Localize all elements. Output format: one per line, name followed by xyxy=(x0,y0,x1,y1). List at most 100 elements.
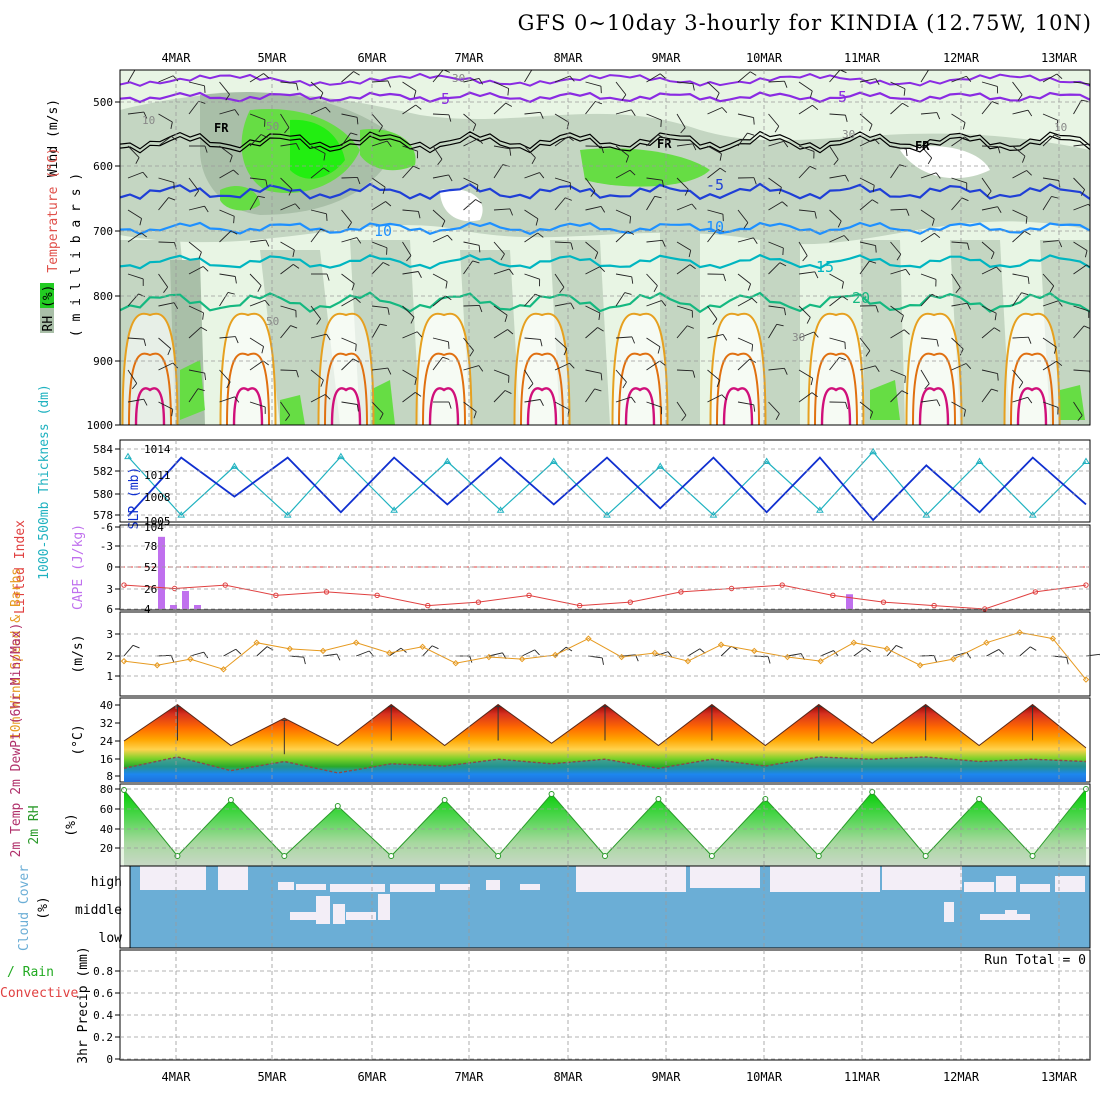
wind10m-point xyxy=(452,659,459,667)
wind-barb xyxy=(798,145,815,159)
contour-t10 xyxy=(120,221,1090,236)
surface-wind-barb xyxy=(1085,653,1100,657)
dewpoint-area xyxy=(124,756,1086,782)
slp-tick: 1014 xyxy=(144,443,171,456)
thickness-tick: 578 xyxy=(93,509,113,522)
contour-label-t10a: 10 xyxy=(374,222,392,240)
surface-wind-barb xyxy=(190,651,209,659)
date-label-bottom: 5MAR xyxy=(258,1070,288,1084)
cape-tick: 52 xyxy=(144,561,157,574)
wind-barb xyxy=(554,273,565,294)
lifted-index-point xyxy=(880,599,887,605)
wind-barb xyxy=(890,369,906,384)
rh2m-fill xyxy=(124,789,1086,866)
temp2m-line xyxy=(123,703,1087,749)
wind-barb xyxy=(646,73,666,83)
wind-barb xyxy=(676,203,697,211)
wind-barb xyxy=(341,209,352,229)
wind10m-point xyxy=(386,649,393,657)
wind-barb xyxy=(371,113,383,133)
wind-barb xyxy=(707,81,720,100)
wind10m-point xyxy=(419,643,426,651)
cape-tick: 78 xyxy=(144,540,157,553)
wind-barb xyxy=(493,81,510,96)
day-gridlines xyxy=(175,70,1060,1060)
warm-contour xyxy=(716,352,760,425)
wind-barb xyxy=(859,305,879,313)
rh-shading xyxy=(120,92,1090,425)
wind-barb xyxy=(188,241,202,259)
wind-barb xyxy=(249,299,270,307)
cloud-gap xyxy=(770,866,880,892)
thickness-tick: 584 xyxy=(93,443,113,456)
wind-barb xyxy=(310,394,331,403)
wind-barb xyxy=(341,176,361,185)
temp2m-tick: 40 xyxy=(100,699,113,712)
wind-barb xyxy=(859,401,874,419)
lifted-index-line xyxy=(121,582,1089,612)
wind-barb xyxy=(859,78,880,85)
wind-barb xyxy=(920,337,939,347)
wind-barb xyxy=(280,305,297,318)
wind-barb xyxy=(463,337,474,357)
cape-bar xyxy=(182,590,189,609)
wind-barb xyxy=(219,291,235,307)
contour-freezing-2 xyxy=(120,134,1090,154)
wind10m-point xyxy=(187,655,194,663)
wind-barb xyxy=(219,273,237,284)
ylabel-pressure: ( m i l l i b a r s ) xyxy=(69,173,84,337)
wind-barb xyxy=(463,77,484,85)
wind-barb xyxy=(859,241,877,253)
warm-contour xyxy=(232,387,264,425)
wind-barb xyxy=(249,360,269,371)
wind-barb xyxy=(798,369,814,386)
wind-barb xyxy=(463,199,482,211)
wind-barb xyxy=(798,209,817,219)
wind-barb xyxy=(737,113,755,125)
ylabel-rh: RH (%) xyxy=(41,285,56,332)
wind-barb xyxy=(402,81,417,98)
wind-barb xyxy=(890,81,906,96)
wind-barb xyxy=(951,302,971,310)
wind-barb xyxy=(981,369,999,381)
thickness-point xyxy=(496,506,505,513)
surface-wind-barb xyxy=(256,646,274,657)
wind-barb xyxy=(768,80,788,88)
rh2m-area xyxy=(121,786,1089,866)
contour-label-5: 5 xyxy=(838,88,847,106)
yunit-rh2m: (%) xyxy=(64,813,79,836)
rh2m-point xyxy=(121,787,127,793)
wind-barb xyxy=(1042,113,1059,128)
wind10m-point xyxy=(717,641,725,648)
cloud-gap xyxy=(140,866,206,890)
wind-barb xyxy=(981,206,1002,213)
ylabel-temperature: Temperature (°C) xyxy=(46,147,61,272)
wind10m-point xyxy=(751,647,758,655)
contour-label-t20: 20 xyxy=(852,289,870,307)
wind-barb xyxy=(341,297,361,307)
wind-barb xyxy=(920,145,933,165)
contour-label-t5: -5 xyxy=(706,176,724,194)
wind-barb xyxy=(432,113,452,122)
wind-barb xyxy=(951,113,966,130)
wind-barb xyxy=(310,333,331,341)
wind-barb xyxy=(585,241,599,259)
lifted-index-point xyxy=(830,592,836,599)
wind10m-point xyxy=(120,657,128,665)
wind10m-point xyxy=(916,662,924,669)
wind-barb xyxy=(280,203,301,211)
wind-barb xyxy=(615,169,636,179)
date-label-bottom: 4MAR xyxy=(162,1070,192,1084)
cape-bar xyxy=(194,605,201,609)
thickness-tick: 582 xyxy=(93,465,113,478)
wind-barb xyxy=(737,132,755,147)
wind-barb xyxy=(1012,336,1032,344)
wind-barb xyxy=(127,273,144,286)
ylabel-cape: CAPE (J/kg) xyxy=(71,524,86,610)
precip-tick: 0.6 xyxy=(93,987,113,1000)
wind-barb xyxy=(737,237,758,244)
wind-barb xyxy=(890,102,909,115)
wind-barb xyxy=(798,81,813,98)
wind-barb xyxy=(219,81,230,101)
wind-barb xyxy=(676,325,694,339)
